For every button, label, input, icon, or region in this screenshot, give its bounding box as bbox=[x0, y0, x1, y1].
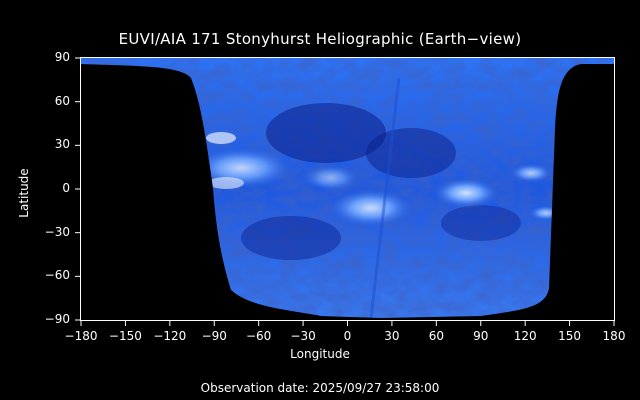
y-tick-label: 90 bbox=[54, 50, 70, 64]
x-tick-label: 0 bbox=[343, 329, 352, 343]
x-tick-label: −180 bbox=[64, 329, 98, 343]
x-tick-label: −120 bbox=[153, 329, 187, 343]
solar-map-image bbox=[81, 58, 614, 318]
x-axis-label: Longitude bbox=[290, 347, 350, 361]
x-tick-label: 30 bbox=[384, 329, 400, 343]
y-tick-label: −60 bbox=[44, 268, 70, 283]
y-tick-label: 0 bbox=[62, 181, 70, 195]
map-title: EUVI/AIA 171 Stonyhurst Heliographic (Ea… bbox=[118, 30, 522, 48]
x-tick-label: 150 bbox=[558, 329, 582, 343]
x-tick-label: 120 bbox=[513, 329, 537, 343]
x-tick-label: −150 bbox=[108, 329, 142, 343]
x-tick-label: 180 bbox=[602, 329, 626, 343]
y-tick-label: −30 bbox=[44, 224, 70, 239]
x-tick-label: −30 bbox=[290, 329, 316, 343]
x-tick-label: −60 bbox=[245, 329, 272, 343]
y-tick-label: 30 bbox=[54, 137, 70, 152]
map-plot-area bbox=[80, 57, 615, 321]
x-tick-label: −90 bbox=[201, 329, 227, 343]
y-tick-label: −90 bbox=[44, 312, 70, 326]
y-tick-label: 60 bbox=[54, 93, 70, 108]
observation-date: Observation date: 2025/09/27 23:58:00 bbox=[200, 381, 440, 395]
x-tick-label: 90 bbox=[473, 329, 489, 343]
x-tick-label: 60 bbox=[428, 329, 444, 343]
